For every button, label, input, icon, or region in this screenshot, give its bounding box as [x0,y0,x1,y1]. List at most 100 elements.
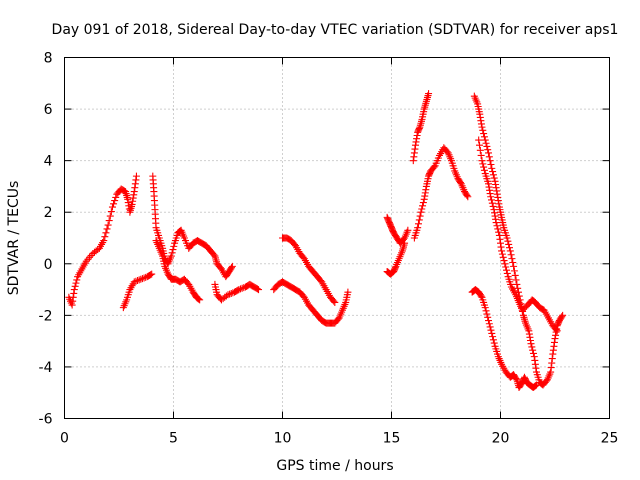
data-point [196,296,204,304]
series-trace-14 [468,286,540,392]
data-point [112,193,120,201]
data-point [489,202,497,210]
data-point [494,225,502,233]
data-point [132,277,140,285]
data-point [559,311,567,319]
data-point [419,199,427,207]
data-point [331,298,339,306]
data-point [489,333,497,341]
y-tick-label: 6 [44,102,53,118]
data-point [169,246,177,254]
data-point [480,130,488,138]
x-tick-label: 0 [60,431,69,447]
data-point [529,346,537,354]
data-point [134,277,142,285]
data-point [492,219,500,227]
data-point [527,340,535,348]
data-point [487,193,495,201]
data-point [503,234,511,242]
data-point [558,313,566,321]
data-point [481,136,489,144]
data-point [482,139,490,147]
data-point [498,247,506,255]
data-point [490,174,498,182]
x-tick-label: 20 [492,431,510,447]
data-point [490,339,498,347]
data-point [417,208,425,216]
data-point [479,160,487,168]
series-trace-11 [409,90,433,165]
x-axis-label: GPS time / hours [276,458,393,474]
data-point [228,262,236,270]
data-point [481,304,489,312]
data-point [484,146,492,154]
data-point [488,199,496,207]
data-point [483,310,491,318]
data-point [100,237,108,245]
y-tick-label: 0 [44,257,53,273]
data-point [502,266,510,274]
data-point [425,90,433,98]
data-point [148,270,156,278]
series-trace-6 [270,278,352,327]
data-point [73,276,81,284]
series-trace-10 [410,144,472,242]
data-point [238,284,246,292]
data-point [168,249,176,257]
data-point [224,291,232,299]
data-point [495,228,503,236]
data-point [210,251,218,259]
y-tick-label: -4 [39,360,53,376]
data-point [488,329,496,337]
data-point [482,307,490,315]
data-point [107,208,115,216]
data-point [227,289,235,297]
series-trace-7 [279,234,339,306]
data-point [110,200,118,208]
data-point [508,255,516,263]
data-point [226,290,234,298]
data-point [344,288,352,296]
series-trace-9 [383,239,409,278]
data-point [493,222,501,230]
data-point [414,220,422,228]
data-point [489,336,497,344]
axis-ticks [64,57,610,419]
data-point [512,375,520,383]
data-point [489,171,497,179]
data-point [108,203,116,211]
data-point [514,284,522,292]
data-point [507,251,515,259]
data-point [106,212,114,220]
data-point [111,197,119,205]
data-point [103,225,111,233]
series-trace-4 [152,237,204,304]
data-point [503,269,511,277]
y-axis-label: SDTVAR / TECUs [6,181,22,296]
data-point [552,326,560,334]
x-tick-label: 5 [169,431,178,447]
data-point [330,297,338,305]
data-markers [65,90,567,392]
data-point [237,285,245,293]
data-point [195,295,203,303]
data-point [531,382,539,390]
grid [64,57,610,419]
tick-labels: 0 5 10 15 20 25 -6 -4 -2 0 2 4 6 8 [39,51,619,447]
data-point [502,263,510,271]
data-point [235,286,243,294]
data-point [105,217,113,225]
data-point [487,326,495,334]
data-point [505,244,513,252]
data-point [511,271,519,279]
data-point [464,193,472,201]
data-point [477,151,485,159]
data-point [510,267,518,275]
data-point [415,216,423,224]
y-tick-label: -2 [39,308,53,324]
data-point [255,286,263,294]
series-trace-8 [383,213,412,247]
data-point [499,253,507,261]
data-point [506,247,514,255]
x-tick-label: 15 [383,431,401,447]
